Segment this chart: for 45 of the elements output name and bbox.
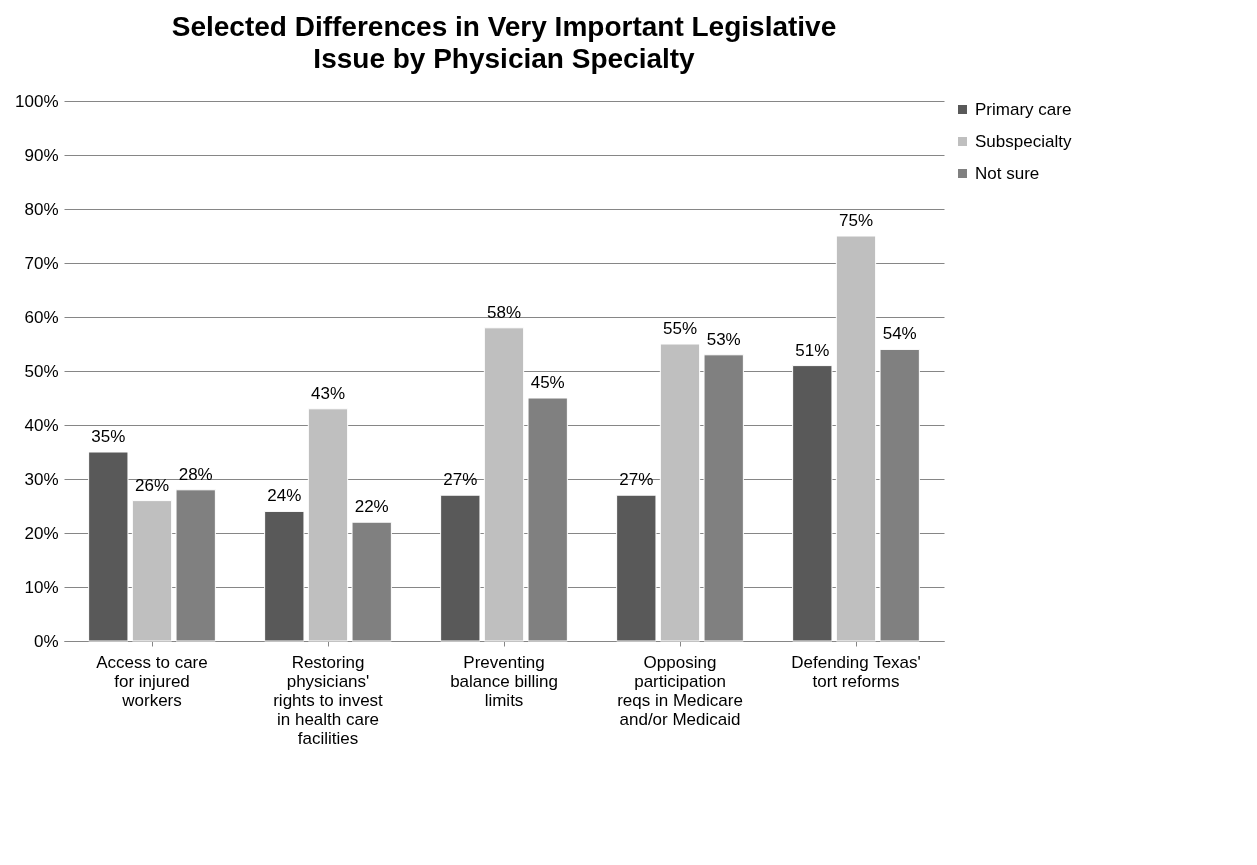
bar [792, 365, 833, 642]
y-tick-label: 70% [24, 253, 59, 273]
data-label: 55% [662, 319, 698, 338]
x-tick-label: Restoring physicians' rights to invest in health care facilities [273, 652, 384, 748]
bar [440, 494, 481, 642]
legend-label: Not sure [975, 163, 1040, 183]
bar [307, 408, 349, 642]
data-label: 26% [134, 475, 170, 495]
data-label: 54% [882, 324, 917, 344]
y-tick-label: 40% [24, 415, 59, 435]
y-tick-label: 0% [33, 631, 59, 651]
data-label: 35% [91, 427, 126, 446]
data-label: 22% [354, 497, 389, 517]
y-tick-label: 30% [24, 469, 59, 489]
data-label: 51% [795, 340, 830, 360]
chart-title: Selected Differences in Very Important Legislative Issue by Physician Specialty [171, 11, 837, 74]
bar [659, 343, 701, 642]
y-tick-label: 80% [24, 199, 59, 219]
bar [264, 510, 305, 642]
x-tick-label: Opposing participation reqs in Medicare and/or Medicaid [617, 652, 743, 729]
data-label: 45% [530, 373, 565, 392]
bar [835, 235, 877, 642]
y-tick-label: 60% [24, 307, 59, 327]
data-label: 43% [310, 383, 346, 403]
x-tick-label: Preventing balance billing limits [450, 652, 558, 710]
x-tick-label: Defending Texas' tort reforms [791, 652, 921, 691]
data-label: 27% [619, 470, 654, 490]
y-tick-label: 10% [24, 577, 59, 597]
bar [88, 451, 129, 642]
y-tick-label: 50% [24, 361, 59, 381]
y-tick-label: 100% [15, 91, 59, 111]
legend-label: Subspecialty [975, 131, 1072, 151]
y-tick-label: 20% [24, 523, 59, 543]
bar [483, 327, 525, 642]
x-tick-label: Access to care for injured workers [96, 652, 208, 710]
bar [616, 494, 657, 642]
data-label: 24% [267, 486, 302, 506]
data-label: 58% [486, 302, 522, 322]
data-label: 75% [838, 211, 874, 230]
bar [131, 500, 173, 642]
legend-label: Primary care [975, 99, 1072, 119]
data-label: 27% [443, 470, 478, 490]
data-label: 53% [706, 329, 741, 349]
y-tick-label: 90% [24, 145, 59, 165]
data-label: 28% [178, 464, 213, 484]
